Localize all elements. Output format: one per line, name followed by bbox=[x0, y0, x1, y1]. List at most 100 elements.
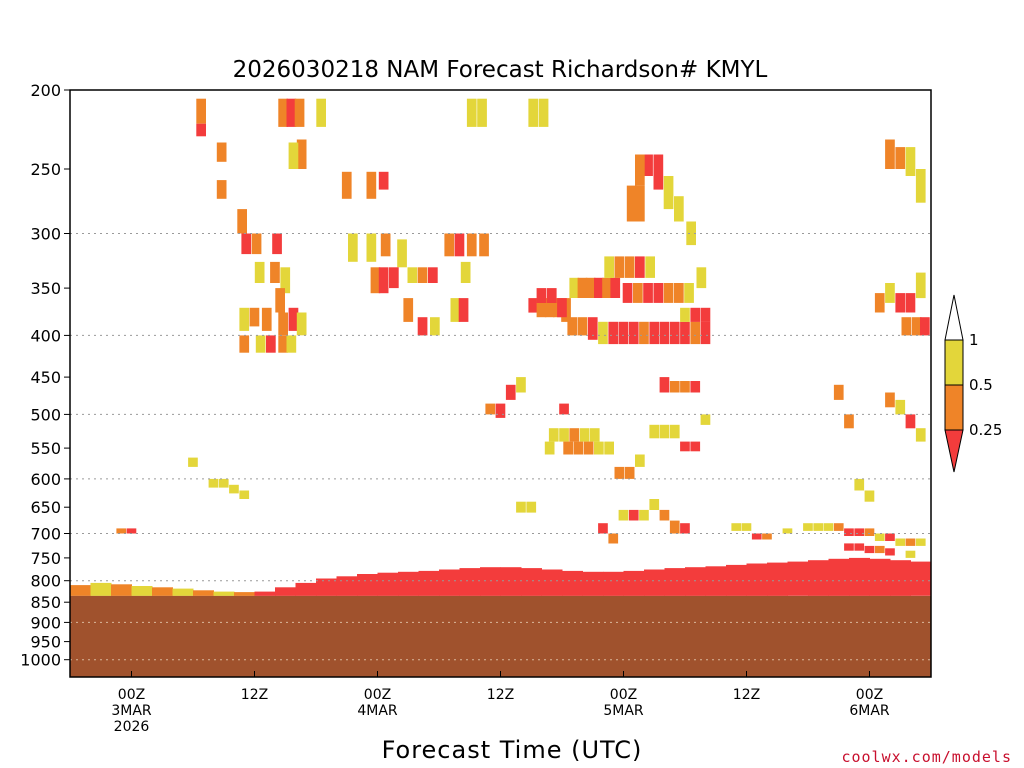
boundary-band bbox=[131, 586, 153, 596]
ri-cell bbox=[594, 277, 604, 298]
ri-cell bbox=[598, 321, 608, 345]
ri-cell bbox=[696, 267, 707, 289]
ri-cell bbox=[911, 317, 922, 336]
ri-cell bbox=[587, 317, 598, 340]
ri-cell bbox=[229, 484, 239, 494]
ri-cell bbox=[272, 233, 282, 255]
ri-cell bbox=[557, 298, 567, 318]
y-tick-label: 600 bbox=[30, 470, 61, 489]
boundary-band bbox=[787, 561, 809, 596]
boundary-band bbox=[746, 563, 768, 596]
ri-cell bbox=[126, 528, 137, 534]
legend-top-arrow bbox=[944, 294, 964, 341]
y-tick-label: 400 bbox=[30, 326, 61, 345]
x-tick-label: 00Z bbox=[364, 687, 391, 703]
x-tick-label: 00Z bbox=[856, 687, 883, 703]
ri-cell bbox=[684, 283, 694, 303]
boundary-band bbox=[398, 571, 419, 596]
ri-cell bbox=[905, 293, 916, 313]
ri-cell bbox=[275, 288, 285, 313]
ri-cell bbox=[294, 98, 305, 127]
ri-cell bbox=[635, 185, 645, 222]
ri-cell bbox=[505, 384, 516, 400]
ri-cell bbox=[885, 392, 895, 408]
ri-cell bbox=[255, 335, 266, 353]
ri-cell bbox=[428, 267, 438, 283]
ri-cell bbox=[407, 267, 418, 283]
ri-cell bbox=[628, 509, 639, 521]
ri-cell bbox=[516, 501, 526, 513]
ri-cell bbox=[604, 256, 614, 278]
ri-cell bbox=[669, 381, 680, 393]
ri-cell bbox=[573, 441, 584, 455]
ri-cell bbox=[288, 142, 299, 169]
ri-cell bbox=[854, 478, 865, 491]
ri-cell bbox=[266, 335, 276, 353]
ri-cell bbox=[516, 377, 526, 393]
ri-cell bbox=[614, 256, 625, 278]
ri-cell bbox=[417, 317, 428, 336]
ri-cell bbox=[618, 509, 629, 521]
y-tick-label: 500 bbox=[30, 405, 61, 424]
boundary-band bbox=[193, 590, 214, 596]
ri-cell bbox=[905, 550, 916, 558]
boundary-band bbox=[90, 582, 112, 596]
ri-cell bbox=[286, 98, 297, 127]
x-tick-label: 00Z bbox=[610, 687, 637, 703]
y-tick-label: 950 bbox=[30, 633, 61, 652]
y-tick-label: 350 bbox=[30, 279, 61, 298]
y-tick-label: 550 bbox=[30, 439, 61, 458]
ri-cell bbox=[594, 441, 604, 455]
y-tick-label: 300 bbox=[30, 225, 61, 244]
boundary-band bbox=[254, 591, 276, 596]
ri-cell bbox=[920, 317, 930, 336]
ri-cell bbox=[261, 307, 272, 331]
ri-cell bbox=[237, 209, 247, 234]
ri-cell bbox=[559, 403, 569, 415]
ri-cell bbox=[854, 528, 865, 536]
ri-cell bbox=[610, 277, 621, 298]
boundary-band bbox=[705, 566, 727, 596]
boundary-band bbox=[234, 592, 255, 596]
ri-cell bbox=[905, 538, 916, 546]
boundary-band bbox=[603, 571, 624, 596]
ri-cell bbox=[915, 538, 926, 546]
boundary-band bbox=[644, 569, 665, 596]
ri-cell bbox=[635, 256, 645, 278]
y-tick-label: 650 bbox=[30, 498, 61, 517]
y-tick-label: 250 bbox=[30, 160, 61, 179]
ri-cell bbox=[782, 528, 793, 534]
boundary-band bbox=[849, 557, 870, 596]
y-tick-label: 750 bbox=[30, 549, 61, 568]
ri-cell bbox=[649, 499, 660, 510]
ri-cell bbox=[669, 520, 680, 534]
ri-cell bbox=[885, 139, 895, 169]
ri-cell bbox=[485, 403, 496, 415]
ri-cell bbox=[495, 403, 506, 418]
x-tick-label: 12Z bbox=[733, 687, 760, 703]
ri-cell bbox=[864, 528, 875, 536]
ri-cell bbox=[477, 98, 487, 127]
ri-cell bbox=[251, 233, 262, 255]
ri-cell bbox=[454, 233, 465, 257]
ri-cell bbox=[528, 298, 539, 313]
boundary-band bbox=[582, 571, 604, 596]
ri-cell bbox=[674, 283, 684, 303]
x-tick-label: 2026 bbox=[114, 719, 150, 735]
y-tick-label: 900 bbox=[30, 613, 61, 632]
y-axis: 200 250 300 350 400 450 500 550 600 650 700 750 800 8… bbox=[20, 81, 70, 670]
ri-cell bbox=[844, 543, 854, 551]
ri-cell bbox=[659, 321, 670, 345]
ri-cell bbox=[649, 424, 660, 439]
ri-cell bbox=[458, 298, 469, 322]
ri-cell bbox=[659, 424, 670, 439]
ri-cell bbox=[915, 169, 926, 203]
boundary-band bbox=[541, 569, 563, 596]
boundary-band bbox=[316, 578, 337, 596]
ri-cell bbox=[378, 171, 389, 190]
ri-cell bbox=[680, 307, 690, 322]
ri-cell bbox=[316, 98, 326, 127]
ri-cell bbox=[254, 261, 265, 283]
boundary-band bbox=[767, 562, 788, 596]
